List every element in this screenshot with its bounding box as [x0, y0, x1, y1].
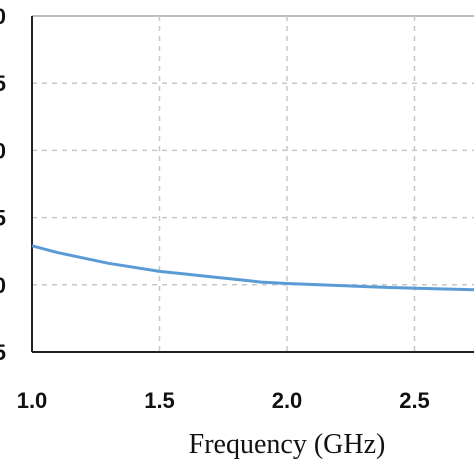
y-tick-label: 0.5: [0, 340, 6, 365]
x-tick-label: 2.0: [272, 388, 303, 413]
y-tick-label: 2.0: [0, 138, 6, 163]
y-tick-label: 3.0: [0, 4, 6, 29]
x-axis-label: Frequency (GHz): [189, 429, 386, 460]
y-tick-label: 2.5: [0, 71, 6, 96]
x-tick-label: 2.5: [399, 388, 430, 413]
x-tick-label: 1.0: [17, 388, 48, 413]
y-tick-label: 1.0: [0, 273, 6, 298]
y-tick-label: 1.5: [0, 206, 6, 231]
data-line: [31, 244, 474, 292]
x-tick-label: 1.5: [144, 388, 175, 413]
